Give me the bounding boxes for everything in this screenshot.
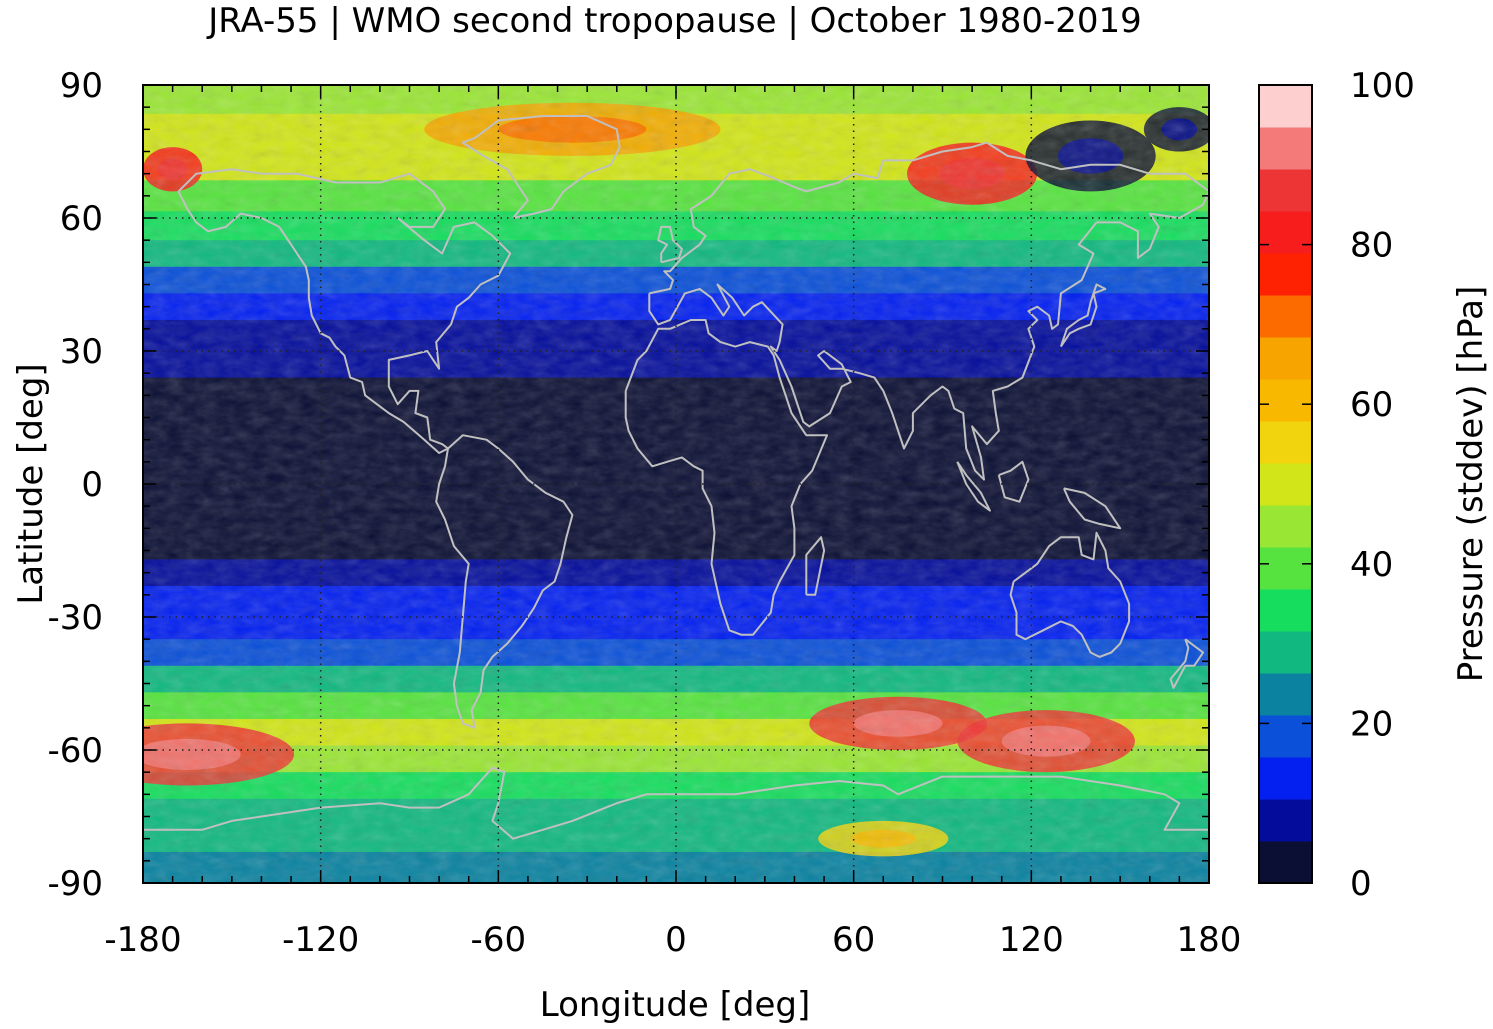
colorbar-swatch bbox=[1259, 295, 1312, 338]
colorbar-swatch bbox=[1259, 127, 1312, 170]
axis-ticks bbox=[142, 84, 1210, 884]
colorbar-swatch bbox=[1259, 757, 1312, 800]
gridlines bbox=[143, 85, 1209, 883]
x-tick-label: 60 bbox=[832, 920, 875, 960]
colorbar-swatch bbox=[1259, 631, 1312, 674]
coastlines bbox=[143, 115, 1209, 840]
colorbar-tick-labels: 0 20 40 60 80 100 bbox=[1350, 66, 1415, 904]
y-tick-labels: -90 -60 -30 0 30 60 90 bbox=[47, 66, 103, 904]
x-tick-label: 180 bbox=[1177, 920, 1242, 960]
coast-north-america bbox=[177, 168, 512, 454]
coast-britain bbox=[657, 225, 683, 264]
colorbar-swatch bbox=[1259, 337, 1312, 380]
colorbar-tick-label: 20 bbox=[1350, 704, 1393, 744]
colorbar-tick-label: 60 bbox=[1350, 385, 1393, 425]
coast-australia bbox=[1009, 531, 1131, 658]
coast-antarctica bbox=[143, 766, 1209, 840]
colorbar-tick-label: 0 bbox=[1350, 864, 1372, 904]
x-tick-label: 120 bbox=[999, 920, 1064, 960]
colorbar-swatch bbox=[1259, 799, 1312, 842]
coast-new-zealand bbox=[1169, 638, 1205, 689]
colorbar-swatch bbox=[1259, 253, 1312, 296]
x-tick-label: -120 bbox=[282, 920, 359, 960]
coast-madagascar bbox=[805, 536, 826, 596]
y-tick-label: 0 bbox=[81, 465, 103, 505]
coast-borneo bbox=[997, 460, 1030, 503]
colorbar-tick-label: 100 bbox=[1350, 66, 1415, 106]
colorbar bbox=[1258, 84, 1313, 884]
coast-africa bbox=[624, 319, 828, 636]
colorbar-swatch bbox=[1259, 547, 1312, 590]
chart-title: JRA-55 | WMO second tropopause | October… bbox=[206, 1, 1142, 41]
x-tick-labels: -180 -120 -60 0 60 120 180 bbox=[104, 920, 1241, 960]
colorbar-swatch bbox=[1259, 715, 1312, 758]
colorbar-label: Pressure (stddev) [hPa] bbox=[1451, 286, 1491, 682]
y-tick-label: 90 bbox=[60, 66, 103, 106]
y-tick-label: -90 bbox=[47, 864, 103, 904]
colorbar-tick-label: 40 bbox=[1350, 545, 1393, 585]
colorbar-frame bbox=[1258, 84, 1313, 884]
x-tick-label: -60 bbox=[471, 920, 527, 960]
colorbar-swatch bbox=[1259, 211, 1312, 254]
colorbar-swatch bbox=[1259, 421, 1312, 464]
colorbar-swatch bbox=[1259, 85, 1312, 128]
coast-eurasia bbox=[648, 141, 1209, 481]
colorbar-swatch bbox=[1259, 673, 1312, 716]
coast-japan bbox=[1059, 283, 1107, 348]
x-tick-label: -180 bbox=[104, 920, 181, 960]
y-tick-label: 30 bbox=[60, 332, 103, 372]
colorbar-tick-label: 80 bbox=[1350, 226, 1393, 266]
colorbar-swatch bbox=[1259, 379, 1312, 422]
colorbar-swatch bbox=[1259, 169, 1312, 212]
coast-greenland bbox=[461, 115, 621, 219]
y-axis-label: Latitude [deg] bbox=[11, 363, 51, 604]
heatmap-plot bbox=[143, 85, 1209, 883]
x-axis-label: Longitude [deg] bbox=[540, 985, 811, 1025]
y-tick-label: -30 bbox=[47, 598, 103, 638]
x-tick-label: 0 bbox=[665, 920, 687, 960]
coast-new-guinea bbox=[1062, 487, 1122, 530]
y-tick-label: -60 bbox=[47, 731, 103, 771]
coast-south-america bbox=[435, 434, 574, 729]
colorbar-swatch bbox=[1259, 505, 1312, 548]
colorbar-swatch bbox=[1259, 841, 1312, 884]
colorbar-swatch bbox=[1259, 463, 1312, 506]
y-tick-label: 60 bbox=[60, 199, 103, 239]
coast-sumatra bbox=[956, 461, 991, 512]
colorbar-swatch bbox=[1259, 589, 1312, 632]
